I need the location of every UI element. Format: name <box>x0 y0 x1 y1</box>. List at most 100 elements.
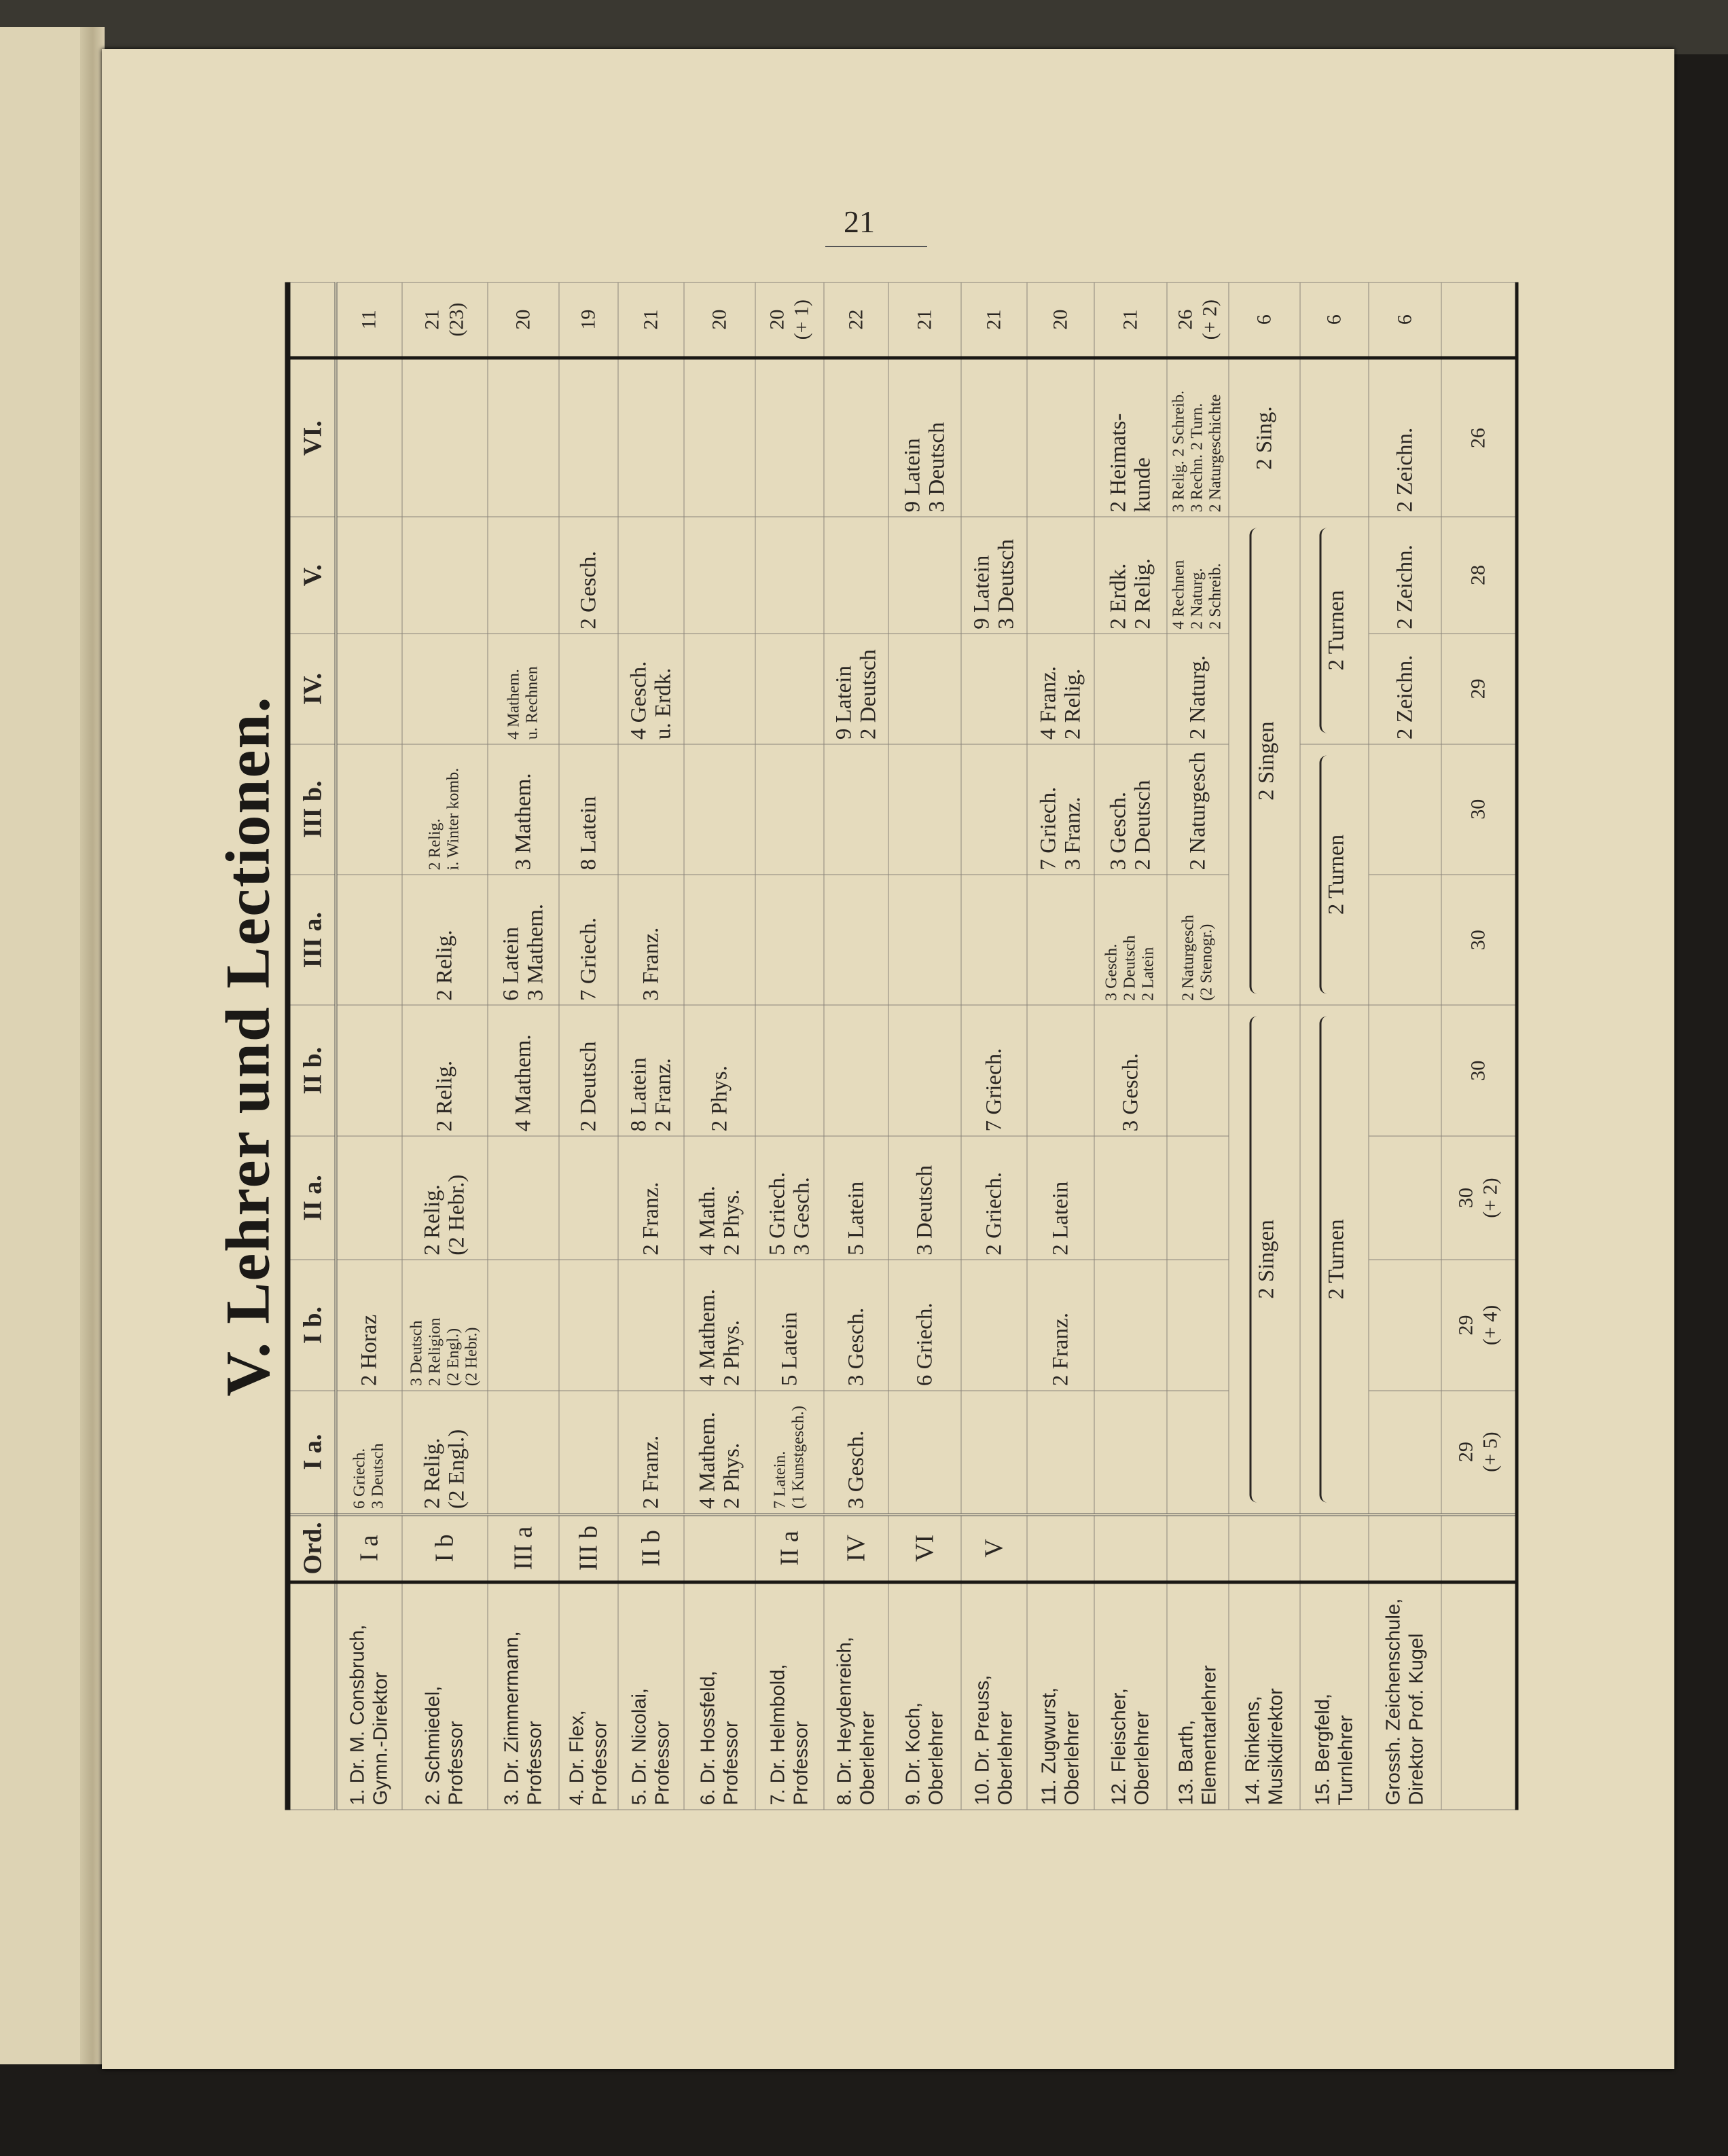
lesson-cell <box>1368 1005 1441 1136</box>
lesson-cell <box>683 744 755 875</box>
lesson-cell <box>487 1260 559 1391</box>
combined-lesson-cell <box>1299 358 1369 517</box>
table-row: 10. Dr. Preuss, Oberlehrer V 2 Griech. 7 Gr… <box>960 282 1027 1810</box>
table-row: 15. Bergfeld, Turnlehrer 2 Turnen 2 Turnen… <box>1299 282 1369 1810</box>
lesson-cell <box>617 358 684 517</box>
ordinarius-class: I b <box>401 1514 488 1583</box>
rotated-table-block: V. Lehrer und Lectionen. Ord. I a. I b. II … <box>211 282 1518 1810</box>
lesson-cell <box>1368 744 1441 875</box>
combined-lesson-cell: 2 Turnen <box>1299 1005 1369 1515</box>
class-total-hours: 30 <box>1441 1005 1517 1136</box>
table-row: 3. Dr. Zimmermann, Professor III a 4 Mathe… <box>487 282 559 1810</box>
lesson-cell <box>1368 1135 1441 1260</box>
table-row: 11. Zugwurst, Oberlehrer 2 Franz. 2 Latein… <box>1026 282 1094 1810</box>
lesson-cell <box>1166 1260 1229 1391</box>
lesson-cell <box>683 358 755 517</box>
table-row: 8. Dr. Heydenreich, Oberlehrer IV 3 Gesch.… <box>823 282 888 1810</box>
teacher-name: 9. Dr. Koch, Oberlehrer <box>888 1582 961 1810</box>
lesson-cell <box>401 634 488 744</box>
lesson-cell <box>1026 875 1094 1006</box>
ordinarius-class <box>1228 1514 1300 1583</box>
combined-lesson-label: 2 Singen <box>1254 721 1279 801</box>
combined-lesson-cell: 2 Sing. <box>1228 358 1300 517</box>
lesson-cell <box>1368 1260 1441 1391</box>
lesson-cell <box>1368 875 1441 1006</box>
lesson-cell <box>336 1135 402 1260</box>
lesson-cell: 2 Heimats- kunde <box>1094 358 1167 517</box>
lesson-cell <box>960 634 1027 744</box>
class-total-hours: 29 <box>1441 634 1517 744</box>
lesson-cell <box>336 516 402 634</box>
lesson-cell: 2 Relig. i. Winter komb. <box>401 744 488 875</box>
ordinarius-class <box>1094 1514 1167 1583</box>
teacher-name: 1. Dr. M. Consbruch, Gymn.-Direktor <box>336 1582 402 1810</box>
lesson-cell: 3 Relig. 2 Schreib. 3 Rechn. 2 Turn. 2 N… <box>1166 358 1229 517</box>
lesson-cell: 6 Griech. <box>888 1260 961 1391</box>
weekly-hours: 20 <box>487 282 559 359</box>
lesson-cell <box>888 875 961 1006</box>
table-row: 9. Dr. Koch, Oberlehrer VI 6 Griech. 3 Deut… <box>888 282 961 1810</box>
lesson-cell: 3 Gesch. <box>823 1260 888 1391</box>
lesson-cell <box>558 634 618 744</box>
totals-ord-empty <box>1441 1514 1517 1583</box>
column-header <box>287 282 336 359</box>
weekly-hours: 22 <box>823 282 888 359</box>
lesson-cell: 2 Franz. <box>617 1390 684 1515</box>
lesson-cell <box>1026 358 1094 517</box>
totals-label-empty <box>1441 1582 1517 1810</box>
scanner-background <box>0 0 1728 54</box>
lesson-cell <box>755 744 824 875</box>
facing-page-edge <box>0 27 85 2064</box>
class-total-hours: 29 (+ 4) <box>1441 1260 1517 1391</box>
ordinarius-class: III a <box>487 1514 559 1583</box>
class-total-hours: 29 (+ 5) <box>1441 1390 1517 1515</box>
column-header <box>287 1582 336 1810</box>
combined-lesson-label: 2 Turnen <box>1324 590 1349 671</box>
lesson-cell <box>617 744 684 875</box>
lesson-cell <box>558 358 618 517</box>
lesson-cell <box>1094 1390 1167 1515</box>
teacher-name: Grossh. Zeichenschule, Direktor Prof. Ku… <box>1368 1582 1441 1810</box>
lesson-cell: 2 Naturgesch <box>1166 744 1229 875</box>
lesson-cell <box>1368 1390 1441 1515</box>
lesson-cell <box>823 358 888 517</box>
lesson-cell: 2 Franz. <box>617 1135 684 1260</box>
teacher-lessons-table: Ord. I a. I b. II a. II b. III a. III b. IV. V. V… <box>285 282 1518 1810</box>
lesson-cell <box>487 358 559 517</box>
lesson-cell: 4 Franz. 2 Relig. <box>1026 634 1094 744</box>
lesson-cell <box>1166 1135 1229 1260</box>
totals-row: 29 (+ 5) 29 (+ 4) 30 (+ 2) 30 30 30 29 28 26 <box>1441 282 1517 1810</box>
ordinarius-class <box>1368 1514 1441 1583</box>
weekly-hours: 6 <box>1299 282 1369 359</box>
weekly-hours: 6 <box>1368 282 1441 359</box>
lesson-cell <box>823 875 888 1006</box>
lesson-cell: 2 Naturg. <box>1166 634 1229 744</box>
lesson-cell <box>683 634 755 744</box>
class-total-hours: 30 (+ 2) <box>1441 1135 1517 1260</box>
lesson-cell: 7 Griech. <box>558 875 618 1006</box>
column-header: III a. <box>287 875 336 1006</box>
ordinarius-class: III b <box>558 1514 618 1583</box>
lesson-cell: 7 Latein. (1 Kunstgesch.) <box>755 1390 824 1515</box>
teacher-name: 14. Rinkens, Musikdirektor <box>1228 1582 1300 1810</box>
combined-lesson-label: 2 Sing. <box>1252 406 1276 470</box>
lesson-cell <box>558 1390 618 1515</box>
ordinarius-class <box>683 1514 755 1583</box>
document-page <box>102 49 1674 2069</box>
class-total-hours: 30 <box>1441 744 1517 875</box>
table-row: Grossh. Zeichenschule, Direktor Prof. Ku… <box>1368 282 1441 1810</box>
lesson-cell <box>401 516 488 634</box>
lesson-cell: 2 Horaz <box>336 1260 402 1391</box>
weekly-hours: 20 <box>683 282 755 359</box>
lesson-cell: 3 Deutsch <box>888 1135 961 1260</box>
combined-lesson-label: 2 Turnen <box>1324 1219 1349 1300</box>
teacher-name: 3. Dr. Zimmermann, Professor <box>487 1582 559 1810</box>
table-row: 4. Dr. Flex, Professor III b 2 Deutsch 7 Gr… <box>558 282 618 1810</box>
lesson-cell: 2 Latein <box>1026 1135 1094 1260</box>
lesson-cell: 3 Gesch. 2 Deutsch 2 Latein <box>1094 875 1167 1006</box>
lesson-cell <box>336 634 402 744</box>
lesson-cell: 2 Zeichn. <box>1368 634 1441 744</box>
ordinarius-class <box>1166 1514 1229 1583</box>
lesson-cell <box>336 875 402 1006</box>
